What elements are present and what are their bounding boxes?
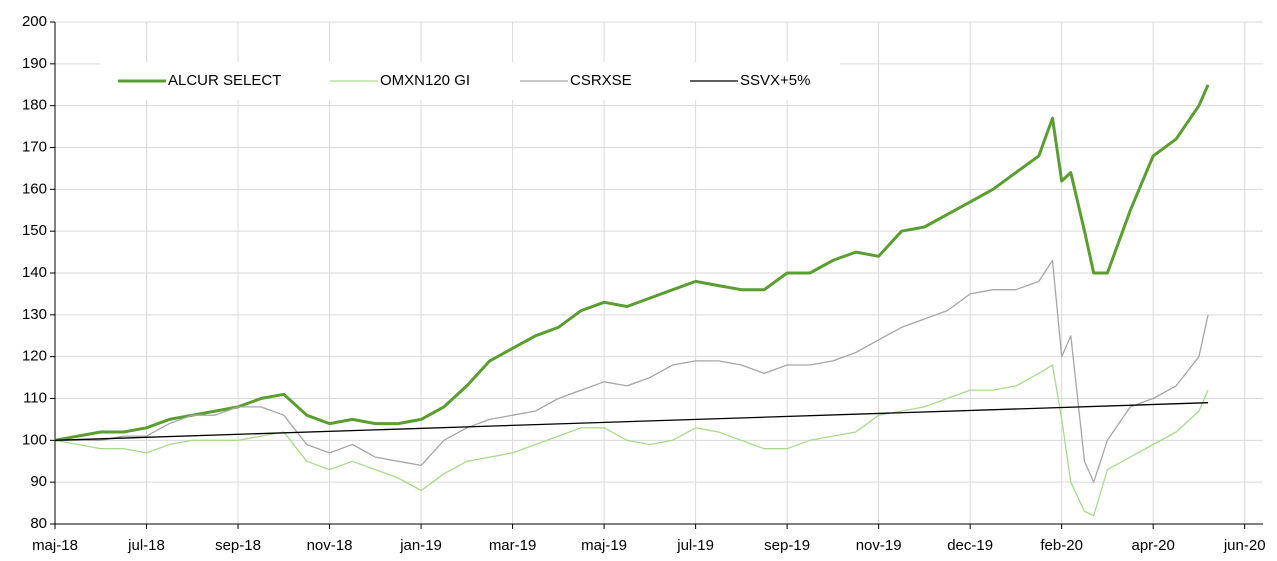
legend-label: ALCUR SELECT bbox=[168, 72, 281, 89]
x-tick-label: maj-19 bbox=[581, 537, 627, 554]
x-tick-label: jun-20 bbox=[1223, 537, 1266, 554]
x-tick-label: sep-19 bbox=[764, 537, 810, 554]
x-tick-label: feb-20 bbox=[1040, 537, 1083, 554]
legend-label: OMXN120 GI bbox=[380, 72, 470, 89]
x-tick-label: jul-19 bbox=[676, 537, 714, 554]
series-line bbox=[54, 364, 1209, 517]
y-tick-label: 160 bbox=[22, 180, 47, 197]
y-tick-label: 120 bbox=[22, 348, 47, 365]
series-line bbox=[55, 259, 1209, 483]
y-tick-label: 140 bbox=[22, 264, 47, 281]
x-tick-label: mar-19 bbox=[489, 537, 537, 554]
x-tick-label: sep-18 bbox=[215, 537, 261, 554]
y-tick-label: 100 bbox=[22, 431, 47, 448]
x-tick-label: nov-18 bbox=[307, 537, 353, 554]
y-tick-label: 130 bbox=[22, 306, 47, 323]
x-tick-label: apr-20 bbox=[1132, 537, 1175, 554]
legend-label: CSRXSE bbox=[570, 72, 632, 89]
y-tick-label: 180 bbox=[22, 97, 47, 114]
x-tick-label: nov-19 bbox=[856, 537, 902, 554]
y-tick-label: 110 bbox=[23, 389, 47, 406]
y-tick-label: 170 bbox=[22, 138, 47, 155]
legend: ALCUR SELECT OMXN120 GI CSRXSE SSVX+5% bbox=[100, 62, 840, 100]
y-tick-label: 200 bbox=[22, 13, 47, 30]
y-tick-label: 80 bbox=[30, 515, 47, 532]
y-tick-label: 150 bbox=[22, 222, 47, 239]
x-tick-label: maj-18 bbox=[32, 537, 78, 554]
x-tick-label: dec-19 bbox=[947, 537, 993, 554]
y-tick-label: 90 bbox=[30, 473, 47, 490]
x-tick-label: jan-19 bbox=[399, 537, 442, 554]
series-line bbox=[54, 402, 1209, 441]
x-tick-label: jul-18 bbox=[127, 537, 165, 554]
legend-label: SSVX+5% bbox=[740, 72, 810, 89]
series-line bbox=[54, 84, 1210, 442]
y-tick-label: 190 bbox=[22, 55, 47, 72]
